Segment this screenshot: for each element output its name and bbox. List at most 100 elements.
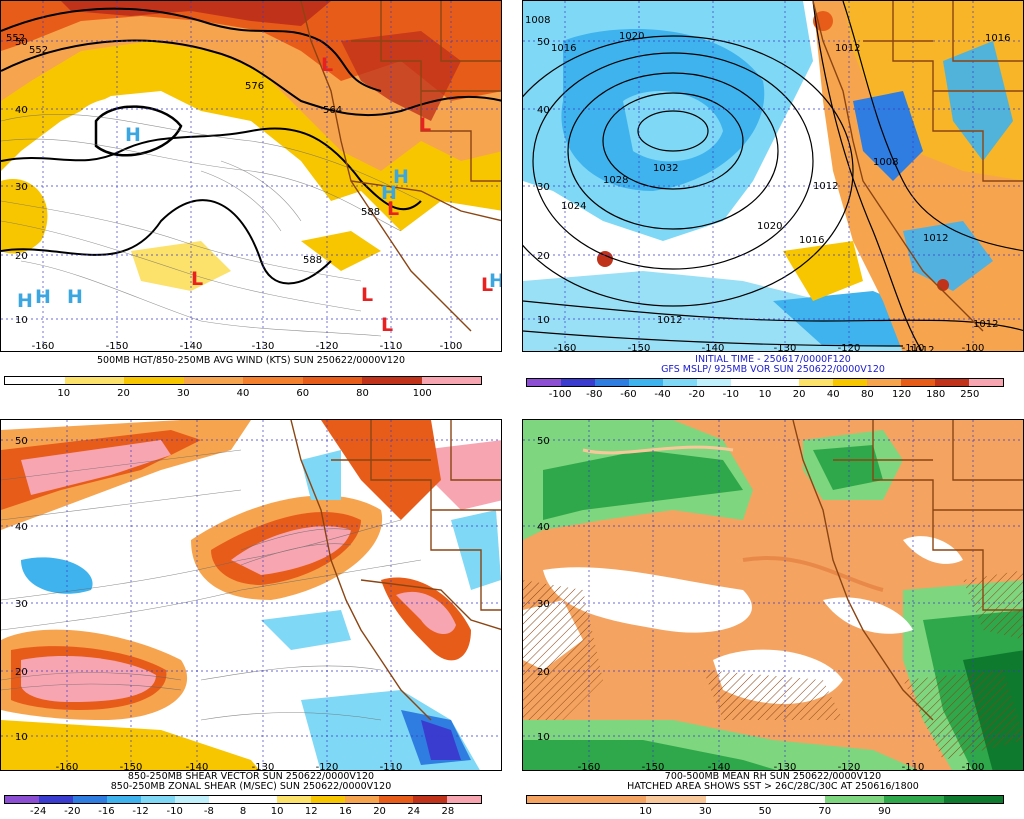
contour-label: 588 (361, 207, 380, 218)
colorbar-swatch (345, 796, 379, 803)
colorbar (4, 795, 482, 804)
lon-label: -160 (578, 762, 601, 771)
low-marker: L (419, 114, 431, 136)
lon-label: -130 (252, 341, 275, 352)
colorbar-swatch (421, 377, 481, 384)
colorbar-tick-label: 16 (339, 806, 352, 817)
panel-caption: 850-250MB SHEAR VECTOR SUN 250622/0000V1… (127, 771, 375, 782)
colorbar-tick-label: -20 (688, 389, 705, 400)
colorbar-swatch (527, 379, 561, 386)
high-marker: H (489, 270, 502, 292)
panel-shear: 50 40 30 20 10 -160 -150 -140 -130 -120 … (0, 419, 502, 819)
lat-label: 40 (15, 522, 28, 533)
colorbar-tick-label: 28 (441, 806, 455, 817)
panel-caption-2: 850-250MB ZONAL SHEAR (M/SEC) SUN 250622… (110, 781, 392, 792)
colorbar-swatch (5, 377, 65, 384)
lat-label: 30 (537, 182, 550, 193)
isobar-label: 1012 (923, 233, 948, 244)
colorbar-swatch (799, 379, 833, 386)
lon-label: -110 (902, 762, 925, 771)
colorbar-swatch (243, 377, 303, 384)
low-marker: L (481, 274, 493, 296)
colorbar-tick-label: 100 (412, 388, 432, 399)
lat-label-20: 20 (15, 251, 28, 262)
map-mslp-svg: 50 40 30 20 10 -160 -150 -140 -130 -120 … (523, 1, 1023, 352)
isobar-label: 1016 (799, 235, 824, 246)
colorbar-tick-label: -10 (166, 806, 183, 817)
colorbar-tick-label: -16 (98, 806, 115, 817)
isobar-label: 1032 (653, 163, 678, 174)
colorbar-swatch (107, 796, 141, 803)
colorbar-swatch (175, 796, 209, 803)
lat-label: 50 (537, 436, 550, 447)
contour-label: 552 (6, 33, 25, 44)
isobar-label: 1012 (909, 345, 934, 352)
high-marker: H (125, 124, 141, 146)
map-mslp: 50 40 30 20 10 -160 -150 -140 -130 -120 … (522, 0, 1024, 352)
colorbar (4, 376, 482, 385)
low-marker: L (321, 54, 333, 76)
high-marker: H (393, 166, 409, 188)
high-marker: H (67, 286, 83, 308)
colorbar-tick-label: -60 (620, 389, 637, 400)
colorbar-tick-label: 10 (270, 806, 284, 817)
contour-label: 552 (29, 45, 48, 56)
isobar-label: 1028 (603, 175, 628, 186)
lon-label: -110 (380, 341, 403, 352)
colorbar-tick-label: 20 (117, 388, 130, 399)
lon-label: -120 (316, 762, 339, 771)
colorbar-swatch (731, 379, 765, 386)
lat-label: 10 (15, 732, 28, 743)
colorbar-swatch (277, 796, 311, 803)
colorbar-ticks: -24 -20 -16 -12 -10 -8 8 10 12 16 20 24 28 (4, 806, 482, 818)
panel-caption: GFS MSLP/ 925MB VOR SUN 250622/0000V120 (661, 364, 885, 375)
colorbar-tick-label: -8 (203, 806, 214, 817)
lat-label: 10 (537, 732, 550, 743)
panel-caption-initial-time: INITIAL TIME - 250617/0000F120 (695, 354, 851, 365)
colorbar-tick-label: 60 (296, 388, 310, 399)
colorbar-swatch (379, 796, 413, 803)
colorbar-tick-label: 80 (861, 389, 874, 400)
colorbar-tick-label: 8 (239, 806, 247, 817)
lat-label: 10 (537, 315, 550, 326)
isobar-label: 1020 (619, 31, 644, 42)
lon-label: -160 (32, 341, 55, 352)
colorbar (526, 795, 1004, 804)
isobar-label: 1012 (813, 181, 838, 192)
map-500mb: 50 40 30 20 10 -160 -150 -140 -130 -120 … (0, 0, 502, 352)
lat-label-10: 10 (15, 315, 28, 326)
colorbar-tick-label: -80 (586, 389, 603, 400)
colorbar-tick-label: 30 (176, 388, 190, 399)
lon-label: -150 (642, 762, 665, 771)
lat-label-40: 40 (15, 105, 28, 116)
lat-label-50: 50 (15, 37, 28, 48)
lat-label: 40 (537, 522, 550, 533)
lon-label: -130 (252, 762, 275, 771)
lon-label: -150 (628, 343, 651, 352)
lon-label: -130 (774, 343, 797, 352)
lon-label: -100 (962, 762, 985, 771)
colorbar-tick-label: 120 (892, 389, 912, 400)
panel-caption-2: HATCHED AREA SHOWS SST > 26C/28C/30C AT … (627, 781, 919, 792)
colorbar-tick-label: 180 (926, 389, 946, 400)
lon-label: -110 (380, 762, 403, 771)
colorbar-swatch (183, 377, 243, 384)
colorbar-swatch (362, 377, 422, 384)
lat-label: 20 (15, 667, 28, 678)
colorbar-swatch (697, 379, 731, 386)
isobar-label: 1012 (657, 315, 682, 326)
colorbar-tick-label: 10 (758, 389, 772, 400)
lon-label: -140 (186, 762, 209, 771)
lat-label: 20 (537, 667, 550, 678)
colorbar-ticks: 10 20 30 40 60 80 100 (4, 388, 482, 400)
isobar-label: 1016 (551, 43, 576, 54)
isobar-label: 1012 (973, 319, 998, 330)
colorbar-swatch (629, 379, 663, 386)
colorbar-swatch (646, 796, 706, 803)
high-marker: H (35, 286, 51, 308)
lat-label: 30 (537, 599, 550, 610)
colorbar-swatch (935, 379, 969, 386)
colorbar-tick-label: 12 (304, 806, 318, 817)
lon-label: -150 (120, 762, 143, 771)
colorbar-tick-label: -20 (64, 806, 81, 817)
